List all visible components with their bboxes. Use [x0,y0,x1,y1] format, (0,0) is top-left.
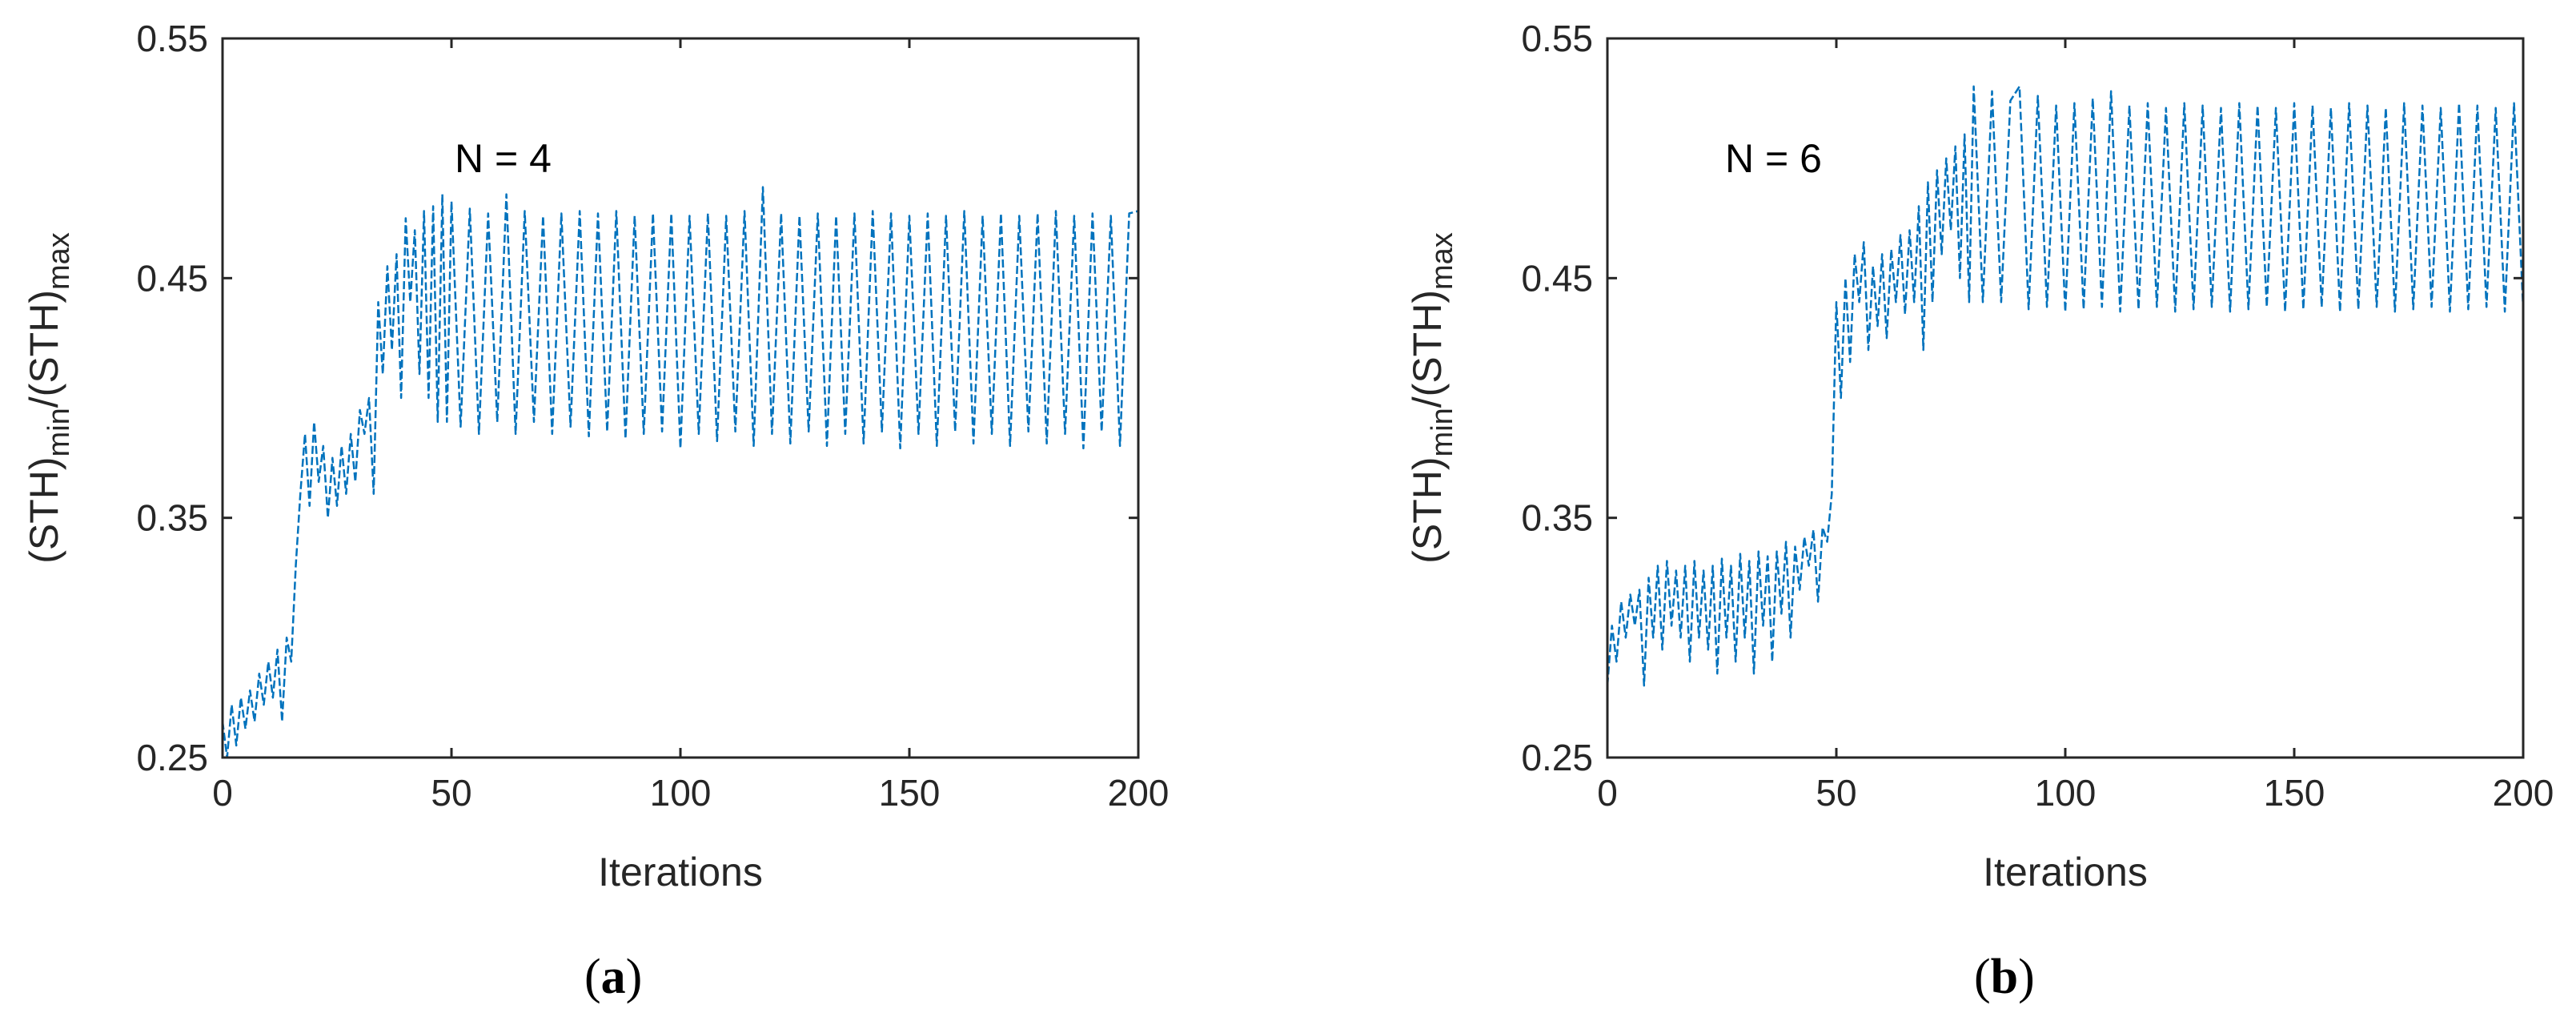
panel-a-x-tick-label-1: 50 [431,772,471,814]
panel-a-y-axis-label: (STH)min/(STH)max [22,232,76,564]
panel-b-y-label-mid: /(STH) [1405,290,1450,408]
panel-b-x-tick-label-4: 200 [2493,772,2554,814]
panel-a-ticks: 0 50 100 150 200 0.25 0.35 0.45 0.55 [136,18,1169,814]
chart-panel-a: 0 50 100 150 200 0.25 0.35 0.45 0.55 N = 4 Itera… [22,18,1169,1004]
panel-b-y-label-sub2: max [1426,232,1459,290]
panel-b-y-axis-label: (STH)min/(STH)max [1405,232,1459,564]
panel-a-y-label-sub2: max [42,232,76,290]
panel-a-series-0-line [221,186,1139,759]
panel-a-y-label-mid: /(STH) [22,290,66,408]
panel-b-label-close: ) [2018,950,2035,1004]
panel-b-label: (b) [1974,950,2035,1004]
panel-a-y-tick-label-3: 0.55 [136,18,208,59]
panel-a-annotation: N = 4 [455,136,552,181]
panel-b-y-label-prefix: (STH) [1405,456,1450,563]
panel-a-marks [221,186,1139,759]
panel-a-x-tick-label-2: 100 [650,772,712,814]
panel-b-x-tick-label-1: 50 [1816,772,1856,814]
panel-b-annotation: N = 6 [1725,136,1822,181]
panel-b-y-tick-label-1: 0.35 [1521,497,1593,539]
panel-b-ticks: 0 50 100 150 200 0.25 0.35 0.45 0.55 [1521,18,2554,814]
panel-b-label-open: ( [1974,950,1991,1004]
panel-a-y-tick-label-1: 0.35 [136,497,208,539]
panel-a-x-tick-label-3: 150 [879,772,941,814]
panel-b-x-tick-label-0: 0 [1597,772,1618,814]
panel-a-label-open: ( [584,950,601,1004]
panel-a-x-tick-label-4: 200 [1108,772,1170,814]
panel-a-label-letter: a [601,950,626,1004]
panel-a-label-close: ) [626,950,643,1004]
panel-b-x-tick-label-2: 100 [2035,772,2097,814]
panel-b-x-axis-label: Iterations [1983,850,2148,894]
panel-b-y-tick-label-0: 0.25 [1521,737,1593,778]
panel-b-y-tick-label-2: 0.45 [1521,257,1593,299]
panel-a-y-tick-label-2: 0.45 [136,257,208,299]
panel-a-label: (a) [584,950,642,1004]
panel-b-y-tick-label-3: 0.55 [1521,18,1593,59]
panel-b-y-label-sub1: min [1426,408,1459,456]
panel-a-x-tick-label-0: 0 [212,772,233,814]
panel-b-x-tick-label-3: 150 [2264,772,2325,814]
panel-b-marks [1606,85,2525,687]
panel-a-y-tick-label-0: 0.25 [136,737,208,778]
panel-b-label-letter: b [1991,950,2018,1004]
chart-panel-b: 0 50 100 150 200 0.25 0.35 0.45 0.55 N = 6 Itera… [1405,18,2554,1004]
panel-a-x-axis-label: Iterations [598,850,763,894]
panel-b-series-0-line [1606,85,2525,687]
panel-a-y-label-prefix: (STH) [22,456,66,563]
panel-a-y-label-sub1: min [42,408,76,456]
